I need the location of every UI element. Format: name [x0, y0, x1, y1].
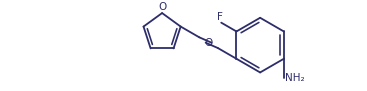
Text: F: F: [217, 12, 223, 22]
Text: NH₂: NH₂: [285, 73, 304, 83]
Text: O: O: [204, 38, 213, 48]
Text: O: O: [158, 2, 166, 12]
